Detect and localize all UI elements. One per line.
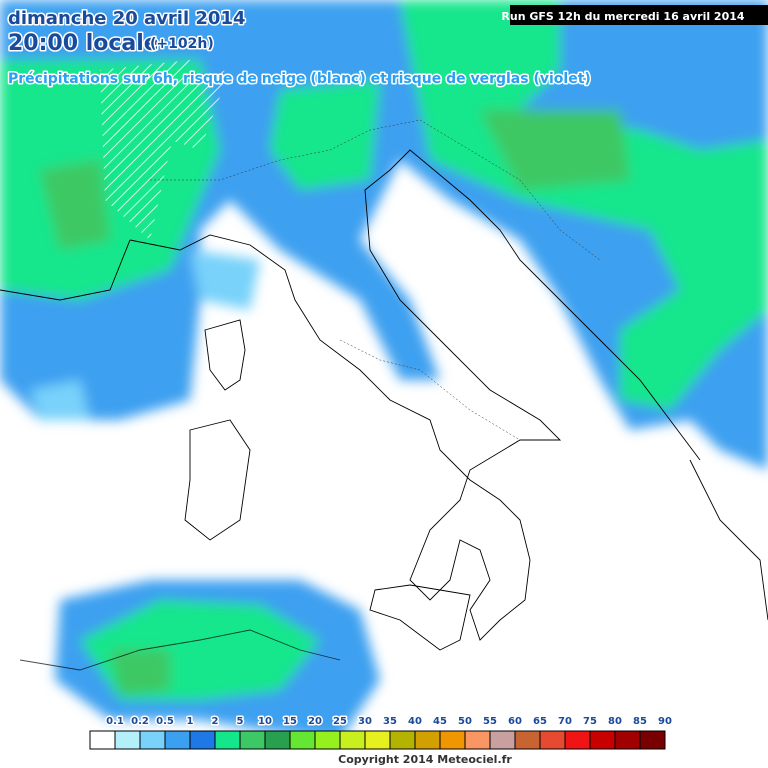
legend-label: 50 (458, 716, 472, 727)
legend-swatch (264, 730, 291, 750)
coastlines (0, 149, 768, 671)
legend-swatch (389, 730, 416, 750)
precipitation (0, 0, 768, 740)
legend-swatch (239, 730, 266, 750)
legend-swatch (114, 730, 141, 750)
legend-swatch (564, 730, 591, 750)
legend-swatch (414, 730, 441, 750)
legend-swatch (489, 730, 516, 750)
borders (150, 119, 601, 441)
run-box (510, 5, 768, 25)
legend-swatch (314, 730, 341, 750)
legend-label: 15 (283, 716, 297, 727)
legend-label: 30 (358, 716, 372, 727)
legend-swatch (439, 730, 466, 750)
legend-swatch (589, 730, 616, 750)
legend-label: 65 (533, 716, 547, 727)
copyright: Copyright 2014 Meteociel.fr (338, 753, 512, 766)
legend-label: 25 (333, 716, 347, 727)
subtitle: Précipitations sur 6h, risque de neige (… (8, 71, 591, 87)
legend-label: 75 (583, 716, 597, 727)
legend-label: 85 (633, 716, 647, 727)
legend-swatch (614, 730, 641, 750)
legend-label: 70 (558, 716, 572, 727)
legend-swatch (339, 730, 366, 750)
legend-label: 40 (408, 716, 422, 727)
legend-label: 0.1 (106, 716, 124, 727)
legend-swatch (214, 730, 241, 750)
legend-swatch (464, 730, 491, 750)
legend-swatch (289, 730, 316, 750)
legend-swatch (189, 730, 216, 750)
legend-swatch (639, 730, 666, 750)
legend-label: 45 (433, 716, 447, 727)
legend-label: 80 (608, 716, 622, 727)
legend-label: 1 (187, 716, 194, 727)
legend-label: 2 (212, 716, 219, 727)
legend-label: 35 (383, 716, 397, 727)
legend-swatch (164, 730, 191, 750)
lead-time: (+102h) (150, 36, 214, 52)
legend-swatch (89, 730, 116, 750)
run-label: Run GFS 12h du mercredi 16 avril 2014 (501, 10, 744, 23)
legend-label: 10 (258, 716, 272, 727)
legend-swatch (139, 730, 166, 750)
legend-label: 0.2 (131, 716, 149, 727)
legend: 0.1 0.2 0.5 1 2 5 10 15 20 25 30 35 40 45 50 55 60 65 70 75… (89, 715, 673, 750)
day: dimanche 20 avril 2014 (8, 8, 246, 29)
legend-swatch (539, 730, 566, 750)
legend-label: 90 (658, 716, 672, 727)
legend-swatch (514, 730, 541, 750)
legend-label: 55 (483, 716, 497, 727)
legend-label: 5 (237, 716, 244, 727)
legend-swatch (364, 730, 391, 750)
snow-risk (100, 60, 230, 240)
legend-label: 0.5 (156, 716, 174, 727)
time: 20:00 locale (8, 31, 159, 56)
legend-label: 20 (308, 716, 322, 727)
legend-label: 60 (508, 716, 522, 727)
